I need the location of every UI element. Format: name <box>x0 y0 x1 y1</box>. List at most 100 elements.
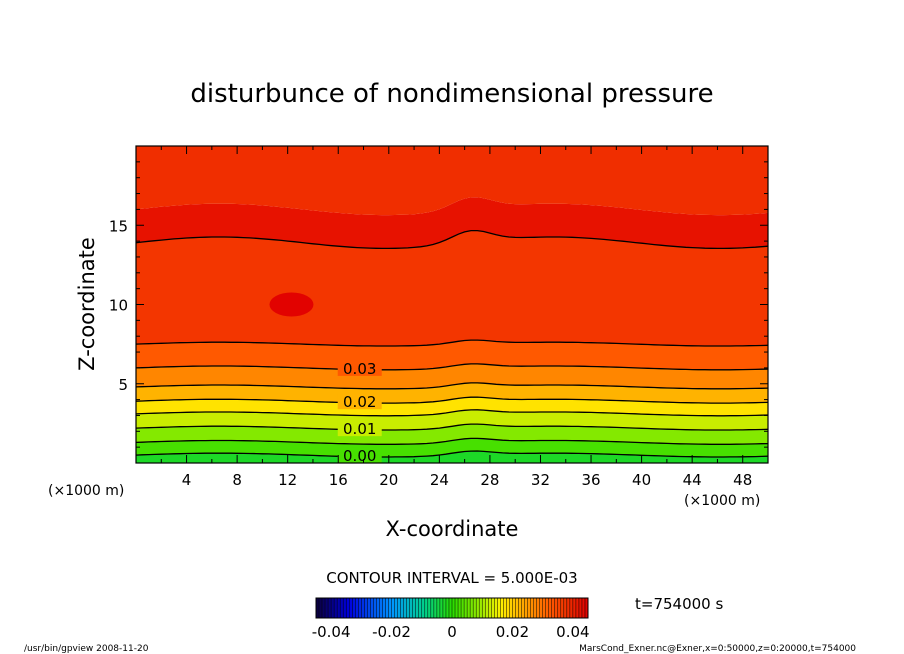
colorbar-tick-label: 0.04 <box>556 623 589 641</box>
contour-line-3 <box>136 409 768 417</box>
colorbar-cell <box>340 598 344 618</box>
contour-line-8 <box>136 229 768 250</box>
colorbar-cell <box>491 598 495 618</box>
y-tick-label: 10 <box>109 297 128 315</box>
colorbar-cell <box>424 598 429 618</box>
x-tick-label: 44 <box>683 471 702 489</box>
x-axis: 4 8 12 16 20 24 28 32 36 40 44 48 <box>160 146 769 489</box>
colorbar-cell <box>488 598 492 618</box>
contour-band-1 <box>136 438 768 457</box>
colorbar-cell <box>319 598 323 618</box>
colorbar-cell <box>436 598 441 618</box>
colorbar-cell <box>584 598 589 618</box>
colorbar-cell <box>352 598 356 618</box>
contour-label-bg <box>337 393 382 410</box>
colorbar-cell <box>316 598 320 618</box>
colorbar-cell <box>379 598 383 618</box>
colorbar-cell <box>581 598 586 618</box>
contour-line-2 <box>136 423 768 431</box>
contour-band-6 <box>136 363 768 389</box>
colorbar-cell <box>367 598 371 618</box>
x-tick-label: 4 <box>182 471 192 489</box>
colorbar-cell <box>418 598 422 618</box>
contour-band-9 <box>136 197 768 249</box>
local-max-blob <box>269 292 314 317</box>
colorbar: -0.04 -0.02 0 0.02 0.04 <box>312 597 590 641</box>
colorbar-cell <box>545 598 549 618</box>
colorbar-cell <box>337 598 341 618</box>
x-axis-label: X-coordinate <box>386 517 519 541</box>
time-label: t=754000 s <box>635 595 723 613</box>
colorbar-cell <box>575 598 580 618</box>
colorbar-cell <box>557 598 561 618</box>
contour-band-4 <box>136 397 768 416</box>
colorbar-cell <box>566 598 571 618</box>
footer-right: MarsCond_Exner.nc@Exner,x=0:50000,z=0:20… <box>579 644 856 654</box>
colorbar-cell <box>334 598 338 618</box>
colorbar-cell <box>400 598 404 618</box>
colorbar-cell <box>448 598 453 618</box>
colorbar-cell <box>364 598 368 618</box>
colorbar-cell <box>461 598 465 618</box>
colorbar-cell <box>548 598 552 618</box>
chart-title: disturbunce of nondimensional pressure <box>190 79 713 109</box>
colorbar-cell <box>382 598 386 618</box>
colorbar-cell <box>554 598 558 618</box>
colorbar-cell <box>433 598 438 618</box>
y-tick-label: 15 <box>109 217 128 235</box>
contour-interval-text: CONTOUR INTERVAL = 5.000E-03 <box>326 569 577 587</box>
contour-band-8 <box>136 230 768 346</box>
colorbar-cell <box>497 598 501 618</box>
colorbar-cell <box>325 598 329 618</box>
colorbar-frame <box>315 597 589 619</box>
colorbar-cell <box>439 598 444 618</box>
y-tick-label: 5 <box>118 376 128 394</box>
colorbar-cell <box>482 598 486 618</box>
contour-line-5 <box>136 382 768 390</box>
x-unit-left: (×1000 m) <box>48 483 124 499</box>
colorbar-cell <box>467 598 471 618</box>
colorbar-cell <box>328 598 332 618</box>
colorbar-cell <box>346 598 350 618</box>
colorbar-cell <box>361 598 365 618</box>
colorbar-cell <box>500 598 504 618</box>
x-tick-label: 32 <box>531 471 550 489</box>
contour-label-bg <box>337 420 382 437</box>
colorbar-cell <box>506 598 510 618</box>
colorbar-cell <box>427 598 432 618</box>
colorbar-cell <box>551 598 555 618</box>
contour-label: 0.01 <box>343 420 376 438</box>
colorbar-cell <box>394 598 398 618</box>
colorbar-cell <box>430 598 435 618</box>
contour-label: 0.03 <box>343 360 376 378</box>
colorbar-cell <box>445 598 450 618</box>
colorbar-cell <box>385 598 389 618</box>
contour-label-bg <box>337 359 382 376</box>
footer-left: /usr/bin/gpview 2008-11-20 <box>24 644 149 654</box>
colorbar-cell <box>521 598 525 618</box>
x-tick-label: 12 <box>278 471 297 489</box>
colorbar-cell <box>412 598 416 618</box>
colorbar-cell <box>515 598 519 618</box>
contour-labels: 0.00 0.01 0.02 0.03 <box>337 359 382 465</box>
colorbar-cell <box>397 598 401 618</box>
colorbar-cell <box>473 598 477 618</box>
x-tick-label: 28 <box>480 471 499 489</box>
colorbar-cell <box>524 598 528 618</box>
contour-label-bg <box>337 447 382 464</box>
colorbar-cell <box>563 598 568 618</box>
contour-label: 0.00 <box>343 447 376 465</box>
colorbar-cell <box>421 598 425 618</box>
colorbar-cell <box>539 598 543 618</box>
y-axis-label: Z-coordinate <box>75 237 99 371</box>
colorbar-cell <box>455 598 459 618</box>
colorbar-cell <box>485 598 489 618</box>
colorbar-cell <box>349 598 353 618</box>
colorbar-cell <box>370 598 374 618</box>
colorbar-cell <box>331 598 335 618</box>
colorbar-cell <box>355 598 359 618</box>
colorbar-cell <box>376 598 380 618</box>
colorbar-cell <box>322 598 326 618</box>
colorbar-cell <box>458 598 462 618</box>
